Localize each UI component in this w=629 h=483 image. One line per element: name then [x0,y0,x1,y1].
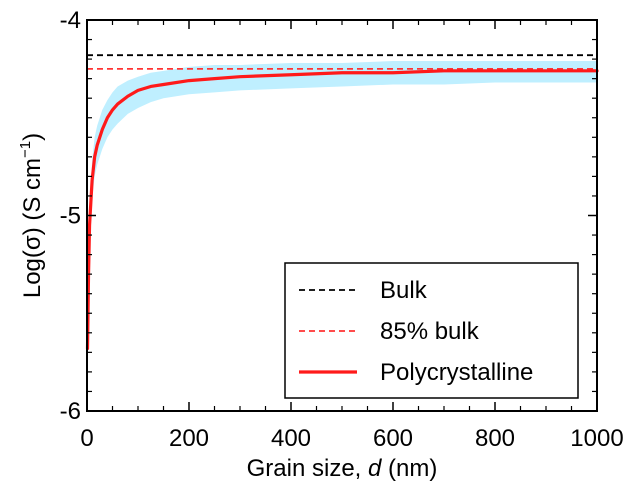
y-axis-label-prefix: Log(σ) (S cm [19,158,46,298]
legend-entry-polycrystalline: Polycrystalline [299,359,533,386]
x-axis-label: Grain size, d (nm) [247,455,438,482]
y-axis-label: Log(σ) (S cm−1) [17,133,46,298]
x-axis-label-unit: (nm) [381,455,437,482]
legend: Bulk 85% bulk Polycrystalline [284,262,579,399]
x-tick-label: 1000 [570,425,623,452]
legend-label-bulk: Bulk [380,277,428,304]
series-line-polycrystalline [85,69,599,351]
legend-entry-85-bulk: 85% bulk [299,318,480,345]
x-tick-label: 400 [271,425,311,452]
x-tick-label: 800 [475,425,515,452]
y-tick-label: -4 [60,7,81,34]
legend-entries: Bulk 85% bulk Polycrystalline [299,277,533,386]
y-tick-label: -5 [60,203,81,230]
x-axis-label-prefix: Grain size, [247,455,368,482]
x-tick-label: 200 [169,425,209,452]
tick-layer [86,19,598,412]
y-axis-label-superscript: −1 [17,141,34,158]
series-layer [85,54,599,351]
x-tick-label: 0 [80,425,93,452]
tick-label-layer: 0 200 400 600 800 1000 -6 -5 -4 [60,7,624,452]
legend-label-85-bulk: 85% bulk [380,318,480,345]
y-tick-label: -6 [60,398,81,425]
x-axis-label-variable: d [368,455,382,482]
legend-label-polycrystalline: Polycrystalline [380,359,533,386]
legend-entry-bulk: Bulk [299,277,428,304]
x-tick-label: 600 [373,425,413,452]
y-axis-label-suffix: ) [19,133,46,141]
